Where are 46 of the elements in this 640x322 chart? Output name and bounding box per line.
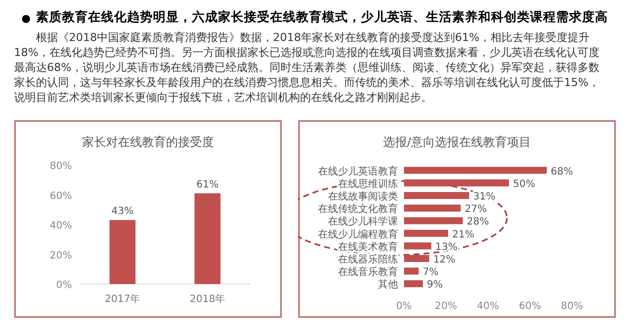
bar: [404, 268, 419, 275]
y-tick-label: 在线故事阅读类: [328, 190, 398, 202]
chart-title: 选报/意向选报在线教育项目: [382, 135, 532, 149]
x-tick-label: 2017年: [104, 293, 140, 305]
x-tick-label: 80%: [560, 301, 584, 312]
data-label: 21%: [452, 229, 474, 240]
x-tick-label: 2018年: [190, 293, 226, 305]
bar: [404, 204, 461, 212]
text: 根据《2018中国家庭素质教育消费报告》数据，2018年家长对在线教育的接受度达到61%，相比去年接受度提升18%，在线化趋势已经势不可挡。另一方面根据家长已选报或意向选报的在线项目调查数据来看，少儿英语在线化认可度最高达68%，说明少儿英语市场在线消费已经成熟。同时生活素养类（思维训练、阅读、传统文化）异军突起，获得多数家长的认同，这与年轻家长及年龄段用户的在线消费习惯息息相关。而传统的美术、器乐等培训在线化认可度低于15%，说明目前艺术类培训家长更倾向于报线下班，艺术培训机构的在线化之路才刚刚起步。: [14, 30, 600, 105]
x-tick-label: 40%: [476, 301, 500, 312]
data-label: 50%: [513, 178, 536, 190]
x-tick-label: 60%: [518, 301, 542, 312]
data-label: 43%: [111, 206, 134, 218]
data-label: 13%: [435, 242, 458, 253]
y-tick-label: 20%: [50, 250, 72, 262]
x-tick-label: 0%: [396, 301, 412, 312]
y-tick-label: 其他: [378, 278, 398, 291]
data-label: 27%: [464, 204, 487, 216]
bar: [404, 255, 430, 262]
y-tick-label: 40%: [50, 220, 72, 232]
y-tick-label: 0%: [56, 280, 72, 291]
y-tick-label: 80%: [50, 161, 72, 172]
data-label: 68%: [550, 166, 574, 178]
y-tick-label: 在线美术教育: [338, 240, 398, 253]
bar: [404, 230, 448, 237]
bar: [404, 242, 432, 250]
y-tick-label: 在线器乐陪练: [338, 254, 398, 266]
bar: [404, 192, 470, 199]
y-tick-label: 在线少儿英语教育: [318, 165, 398, 178]
x-tick-label: 20%: [434, 301, 458, 312]
y-tick-label: 在线音乐教育: [338, 266, 398, 278]
data-label: 7%: [422, 267, 439, 278]
data-label: 12%: [433, 254, 456, 266]
bar: [404, 179, 509, 186]
data-label: 61%: [196, 179, 219, 190]
bar: [404, 166, 547, 174]
y-tick-label: 在线少儿编程教育: [318, 228, 398, 240]
text: 素质教育在线化趋势明显，六成家长接受在线教育模式，少儿英语、生活素养和科创类课程需求度高: [36, 9, 609, 26]
y-tick-label: 60%: [50, 190, 72, 202]
chart-title: 家长对在线教育的接受度: [82, 135, 214, 149]
data-label: 9%: [426, 280, 443, 291]
bar: [404, 217, 463, 224]
data-label: 28%: [466, 216, 490, 228]
bar: [404, 280, 423, 288]
y-tick-label: 在线传统文化教育: [318, 203, 398, 216]
y-tick-label: 在线少儿科学课: [328, 216, 398, 228]
